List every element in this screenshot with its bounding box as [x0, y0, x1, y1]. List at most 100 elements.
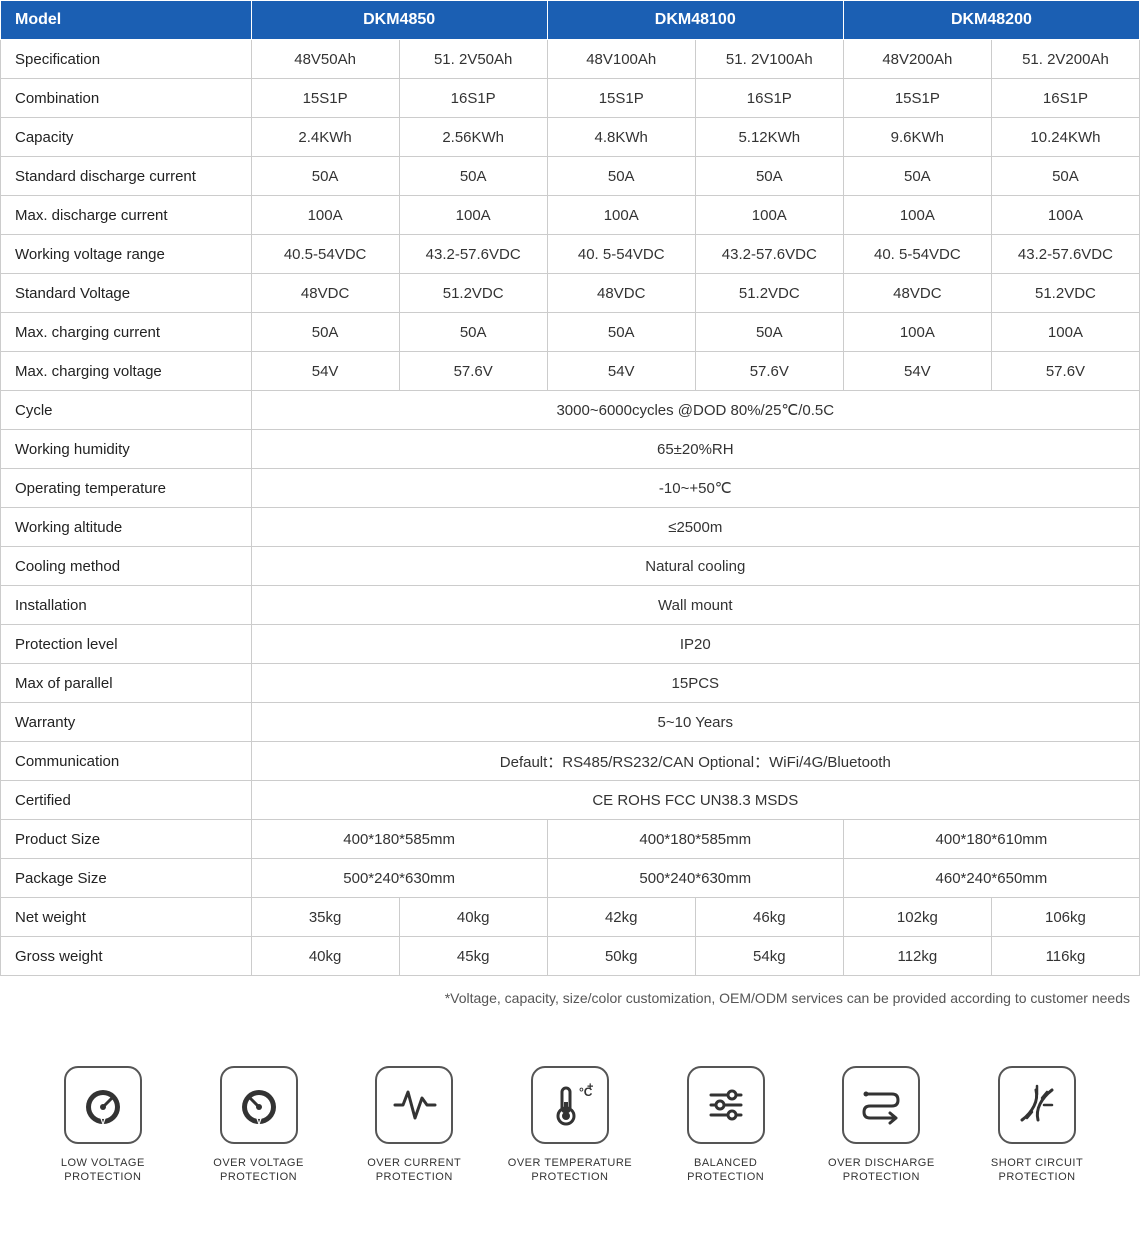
cell: 4.8KWh: [547, 118, 695, 157]
table-row: Capacity2.4KWh2.56KWh4.8KWh5.12KWh9.6KWh…: [1, 118, 1140, 157]
row-label: Package Size: [1, 859, 252, 898]
cell: 15S1P: [547, 79, 695, 118]
cell: 10.24KWh: [991, 118, 1139, 157]
cell-full: 15PCS: [251, 664, 1139, 703]
cell-full: -10~+50℃: [251, 469, 1139, 508]
row-label: Net weight: [1, 898, 252, 937]
cell: 48VDC: [547, 274, 695, 313]
row-label: Max. charging voltage: [1, 352, 252, 391]
cell: 51. 2V50Ah: [399, 40, 547, 79]
cell-full: ≤2500m: [251, 508, 1139, 547]
cell: 102kg: [843, 898, 991, 937]
row-label: Cooling method: [1, 547, 252, 586]
table-row: Specification48V50Ah51. 2V50Ah48V100Ah51…: [1, 40, 1140, 79]
cell: 50A: [399, 313, 547, 352]
row-label: Protection level: [1, 625, 252, 664]
table-row: Package Size500*240*630mm500*240*630mm46…: [1, 859, 1140, 898]
cell: 16S1P: [695, 79, 843, 118]
table-row: Working humidity65±20%RH: [1, 430, 1140, 469]
cell: 51.2VDC: [991, 274, 1139, 313]
row-label: Working altitude: [1, 508, 252, 547]
cell: 43.2-57.6VDC: [399, 235, 547, 274]
cell: 46kg: [695, 898, 843, 937]
cell: 100A: [251, 196, 399, 235]
cell: 48V200Ah: [843, 40, 991, 79]
cell: 43.2-57.6VDC: [695, 235, 843, 274]
over-current-icon: [375, 1066, 453, 1144]
row-label: Max. charging current: [1, 313, 252, 352]
table-row: CommunicationDefault：RS485/RS232/CAN Opt…: [1, 742, 1140, 781]
over-discharge-icon: [842, 1066, 920, 1144]
svg-text:V: V: [256, 1116, 262, 1126]
cell: 40. 5-54VDC: [547, 235, 695, 274]
cell-full: Default：RS485/RS232/CAN Optional：WiFi/4G…: [251, 742, 1139, 781]
protection-icon-item: SHORT CIRCUIT PROTECTION: [972, 1066, 1102, 1185]
table-row: Standard discharge current50A50A50A50A50…: [1, 157, 1140, 196]
cell: 15S1P: [251, 79, 399, 118]
row-label: Capacity: [1, 118, 252, 157]
header-model-0: DKM4850: [251, 1, 547, 40]
protection-icon-item: OVER CURRENT PROTECTION: [349, 1066, 479, 1185]
short-circuit-icon: [998, 1066, 1076, 1144]
table-row: Working voltage range40.5-54VDC43.2-57.6…: [1, 235, 1140, 274]
row-label: Communication: [1, 742, 252, 781]
cell: 57.6V: [695, 352, 843, 391]
protection-icon-item: VOVER VOLTAGE PROTECTION: [194, 1066, 324, 1185]
cell: 48VDC: [843, 274, 991, 313]
svg-text:+: +: [587, 1081, 593, 1093]
protection-icon-item: °C+ OVER TEMPERATURE PROTECTION: [505, 1066, 635, 1185]
cell: 2.56KWh: [399, 118, 547, 157]
protection-icon-item: VLOW VOLTAGE PROTECTION: [38, 1066, 168, 1185]
cell: 100A: [843, 196, 991, 235]
cell: 40.5-54VDC: [251, 235, 399, 274]
header-model-1: DKM48100: [547, 1, 843, 40]
row-label: Installation: [1, 586, 252, 625]
cell: 54kg: [695, 937, 843, 976]
cell: 15S1P: [843, 79, 991, 118]
cell: 48V50Ah: [251, 40, 399, 79]
icon-label: OVER TEMPERATURE PROTECTION: [505, 1156, 635, 1185]
header-row: Model DKM4850 DKM48100 DKM48200: [1, 1, 1140, 40]
protection-icon-item: OVER DISCHARGE PROTECTION: [816, 1066, 946, 1185]
table-row: Cycle3000~6000cycles @DOD 80%/25℃/0.5C: [1, 391, 1140, 430]
table-row: CertifiedCE ROHS FCC UN38.3 MSDS: [1, 781, 1140, 820]
row-label: Gross weight: [1, 937, 252, 976]
table-row: Standard Voltage48VDC51.2VDC48VDC51.2VDC…: [1, 274, 1140, 313]
table-row: Cooling methodNatural cooling: [1, 547, 1140, 586]
icon-label: BALANCED PROTECTION: [661, 1156, 791, 1185]
table-row: Net weight35kg40kg42kg46kg102kg106kg: [1, 898, 1140, 937]
table-row: Warranty5~10 Years: [1, 703, 1140, 742]
cell: 50A: [547, 313, 695, 352]
cell: 500*240*630mm: [251, 859, 547, 898]
table-row: Gross weight40kg45kg50kg54kg112kg116kg: [1, 937, 1140, 976]
cell: 50A: [991, 157, 1139, 196]
cell: 100A: [991, 196, 1139, 235]
table-row: Max. charging current50A50A50A50A100A100…: [1, 313, 1140, 352]
row-label: Operating temperature: [1, 469, 252, 508]
cell: 112kg: [843, 937, 991, 976]
cell: 400*180*610mm: [843, 820, 1139, 859]
row-label: Max. discharge current: [1, 196, 252, 235]
cell: 460*240*650mm: [843, 859, 1139, 898]
cell-full: 3000~6000cycles @DOD 80%/25℃/0.5C: [251, 391, 1139, 430]
cell: 16S1P: [991, 79, 1139, 118]
cell: 54V: [843, 352, 991, 391]
row-label: Product Size: [1, 820, 252, 859]
cell: 50A: [251, 313, 399, 352]
cell: 50A: [695, 313, 843, 352]
table-row: Product Size400*180*585mm400*180*585mm40…: [1, 820, 1140, 859]
table-row: Protection levelIP20: [1, 625, 1140, 664]
cell: 57.6V: [399, 352, 547, 391]
cell-full: Wall mount: [251, 586, 1139, 625]
balanced-icon: [687, 1066, 765, 1144]
cell-full: 65±20%RH: [251, 430, 1139, 469]
protection-icons-row: VLOW VOLTAGE PROTECTIONVOVER VOLTAGE PRO…: [0, 1006, 1140, 1225]
cell: 51.2VDC: [399, 274, 547, 313]
icon-label: LOW VOLTAGE PROTECTION: [38, 1156, 168, 1185]
table-row: Working altitude≤2500m: [1, 508, 1140, 547]
row-label: Specification: [1, 40, 252, 79]
table-row: Operating temperature-10~+50℃: [1, 469, 1140, 508]
cell: 2.4KWh: [251, 118, 399, 157]
cell: 57.6V: [991, 352, 1139, 391]
over-temperature-icon: °C+: [531, 1066, 609, 1144]
